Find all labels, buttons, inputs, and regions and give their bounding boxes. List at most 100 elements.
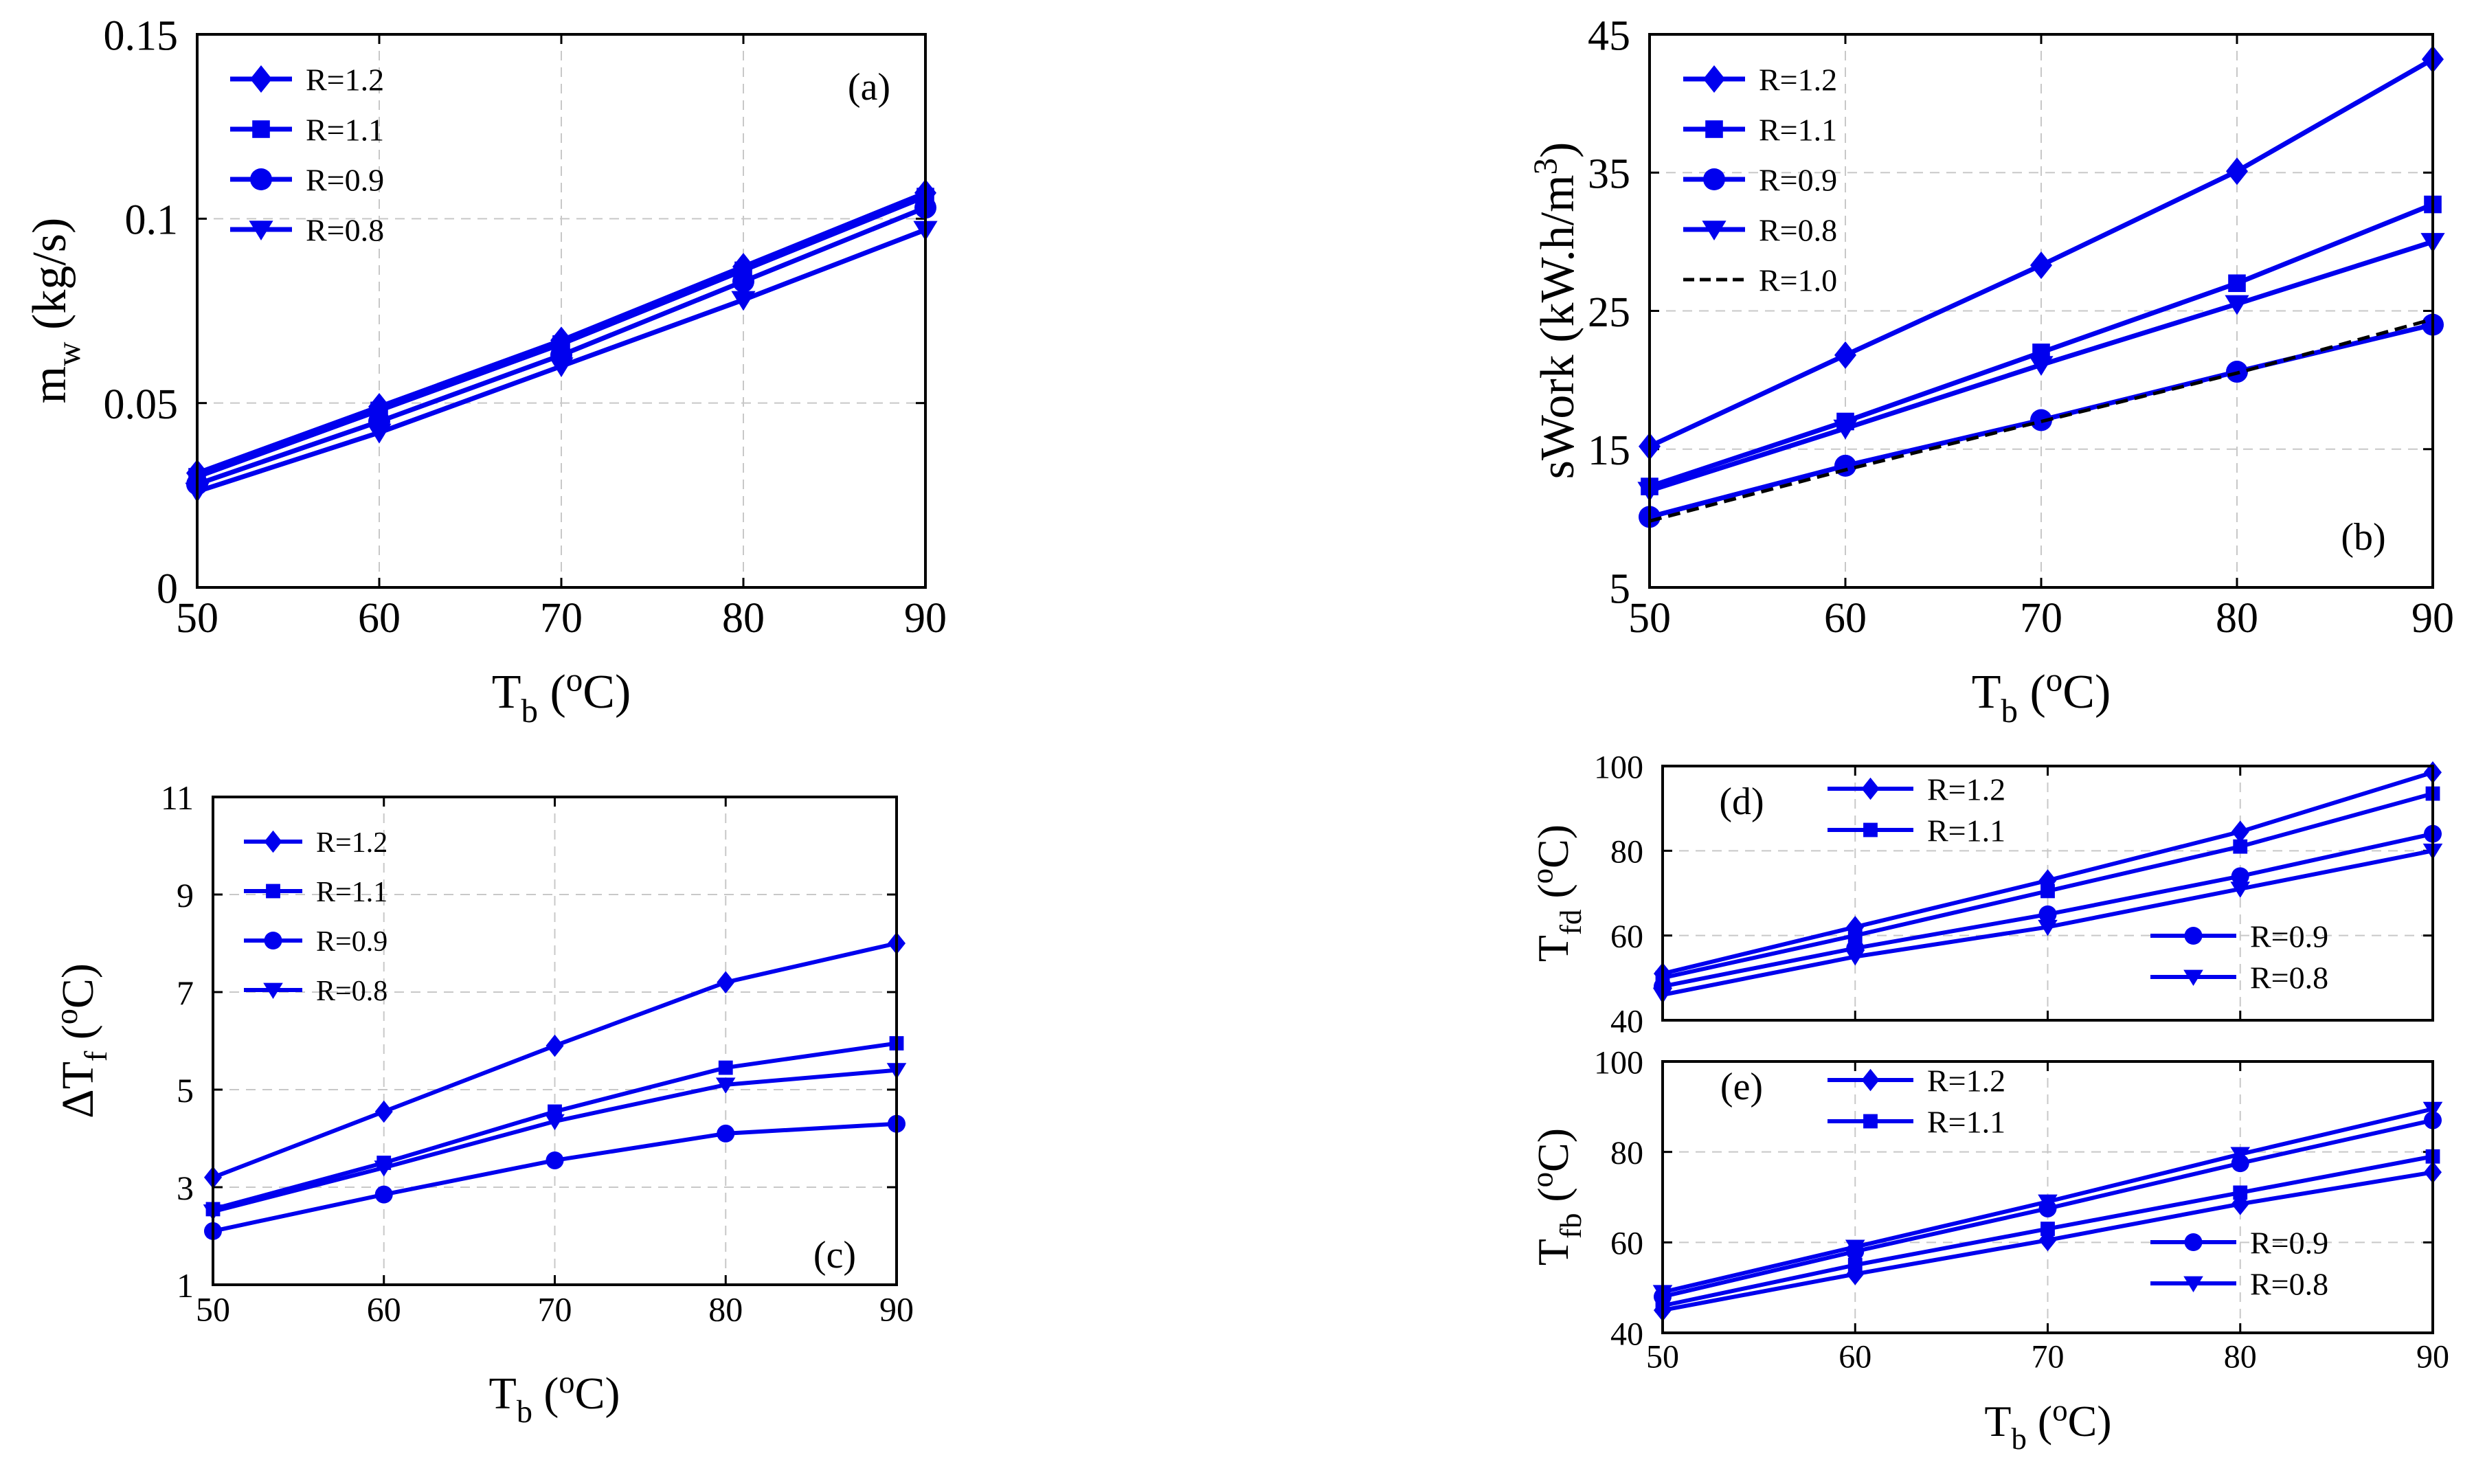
y-tick-label: 100 [1594, 1044, 1643, 1081]
data-point-R=0.8 [1845, 1239, 1865, 1256]
y-tick-label: 5 [1609, 565, 1630, 612]
y-axis-label-sup: o [49, 1009, 84, 1024]
y-axis-label-sup: o [1525, 1172, 1560, 1187]
data-point-R=0.8 [715, 1077, 736, 1094]
y-axis-label-end: C) [1529, 824, 1577, 868]
y-axis-label-sub: w [49, 341, 87, 366]
x-tick-label: 50 [1646, 1338, 1679, 1375]
data-point-R=1.1 [2040, 884, 2055, 899]
x-axis-label-sup: o [2046, 661, 2063, 699]
panel-label: (d) [1719, 780, 1764, 823]
y-axis-label-sup: o [1525, 868, 1560, 884]
data-point-R=1.1 [2040, 1222, 2055, 1236]
legend-marker-R=1.2 [250, 65, 272, 93]
axes-frame [1661, 765, 2434, 1022]
legend-marker-R=0.9 [264, 932, 282, 949]
data-point-R=0.9 [546, 1151, 564, 1169]
y-axis-label-end: C) [1529, 1128, 1577, 1172]
x-tick-label: 60 [367, 1290, 401, 1329]
legend-marker-R=1.1 [1705, 120, 1723, 138]
y-tick-label: 1 [177, 1266, 194, 1305]
legend-label-R=0.8: R=0.8 [316, 976, 387, 1007]
y-axis-label-main: T [1529, 1239, 1577, 1266]
x-tick-label: 80 [2216, 595, 2258, 642]
legend-marker-R=0.8 [249, 221, 273, 240]
y-tick-label: 0.15 [104, 12, 179, 59]
x-tick-label: 90 [2411, 595, 2454, 642]
y-axis-label-tail: ) [1531, 142, 1584, 158]
legend-marker-R=0.8 [2183, 969, 2203, 986]
y-tick-label: 100 [1594, 749, 1643, 785]
x-axis-label-tail: ( [538, 666, 566, 719]
y-axis-label-main: sWork (kW.h/m [1531, 175, 1584, 479]
y-axis-label-main: T [1529, 935, 1577, 962]
axes-frame [212, 796, 898, 1286]
chart-panel-e: 50 60 70 80 90 40 60 80 100 (e) R=1.2 R=1.1 R=0.9 R=0… [1525, 1044, 2449, 1456]
panel-label: (a) [848, 66, 890, 109]
data-point-R=0.8 [2038, 1194, 2058, 1211]
legend-marker-R=0.8 [1702, 221, 1727, 240]
y-tick-label: 60 [1610, 1226, 1643, 1262]
x-tick-label: 60 [1838, 1338, 1871, 1375]
data-point-R=1.2 [1834, 341, 1856, 369]
data-point-R=0.8 [2230, 1147, 2251, 1163]
x-axis-label-sub: b [2011, 1421, 2026, 1456]
x-tick-label: 90 [879, 1290, 914, 1329]
x-tick-label: 90 [904, 595, 947, 642]
legend-label-R=1.0: R=1.0 [1759, 263, 1837, 298]
legend-marker-R=1.2 [1861, 777, 1880, 800]
x-tick-label: 60 [358, 595, 401, 642]
x-axis-label: Tb (oC) [1972, 661, 2111, 730]
legend-label-R=1.1: R=1.1 [1927, 1105, 2005, 1140]
y-tick-label: 7 [177, 974, 194, 1012]
data-point-R=0.8 [367, 423, 392, 444]
x-axis-label: Tb (oC) [489, 1364, 620, 1429]
data-point-R=0.8 [1833, 419, 1858, 440]
y-tick-label: 35 [1588, 151, 1630, 198]
y-axis-label-sub: fd [1553, 910, 1588, 935]
legend-marker-R=0.8 [2183, 1276, 2203, 1292]
data-point-R=0.8 [545, 1114, 565, 1131]
y-tick-label: 0 [157, 565, 178, 612]
data-point-R=0.8 [374, 1160, 394, 1177]
data-point-R=1.2 [717, 971, 735, 994]
y-axis-label: mw (kg/s) [23, 218, 87, 404]
legend-marker-R=1.1 [252, 120, 270, 138]
panel-label: (b) [2341, 516, 2385, 559]
legend-marker-R=1.2 [1861, 1068, 1880, 1092]
data-point-R=0.9 [732, 270, 754, 293]
y-axis-label-sub: f [78, 1050, 113, 1061]
x-axis-label-sub: b [2001, 692, 2018, 730]
y-axis-label: sWork (kW.h/m3) [1527, 142, 1585, 480]
legend-label-R=0.9: R=0.9 [1759, 163, 1837, 198]
y-axis-label-sub: fb [1553, 1213, 1588, 1239]
y-axis-label-end: C) [53, 963, 103, 1009]
y-tick-label: 0.05 [104, 381, 179, 428]
x-axis-label-end: C) [575, 1369, 620, 1419]
x-axis-label-sup: o [566, 661, 583, 699]
y-axis-label: ΔTf (oC) [49, 963, 113, 1118]
legend-marker-R=1.1 [1863, 1114, 1878, 1129]
legend-label-R=0.8: R=0.8 [306, 213, 384, 248]
x-tick-label: 50 [196, 1290, 230, 1329]
x-axis-label-end: C) [2062, 666, 2111, 719]
y-axis-label-main: ΔT [53, 1061, 103, 1118]
legend-marker-R=0.9 [2184, 1233, 2203, 1251]
x-axis-label-sub: b [517, 1394, 532, 1429]
y-tick-label: 45 [1588, 12, 1630, 59]
data-point-R=1.2 [546, 1034, 564, 1057]
chart-panel-d: 40 60 80 100 (d) R=1.2 R=1.1 R=0.9 R=0.8 Tfd (oC) [1525, 749, 2443, 1039]
legend-marker-R=0.9 [2184, 927, 2203, 945]
data-point-R=1.2 [2030, 251, 2052, 280]
axes-frame [1661, 1060, 2434, 1334]
x-axis-label-tail: ( [2018, 666, 2046, 719]
legend-label-R=1.2: R=1.2 [1759, 63, 1837, 98]
y-tick-label: 9 [177, 876, 194, 914]
legend-marker-R=1.2 [264, 830, 282, 853]
data-point-R=0.9 [717, 1124, 735, 1143]
x-axis-label-sup: o [2052, 1393, 2067, 1428]
x-tick-label: 80 [708, 1290, 743, 1329]
x-axis-label-end: C) [583, 666, 631, 719]
data-point-R=0.8 [549, 357, 574, 377]
x-tick-label: 70 [2020, 595, 2062, 642]
